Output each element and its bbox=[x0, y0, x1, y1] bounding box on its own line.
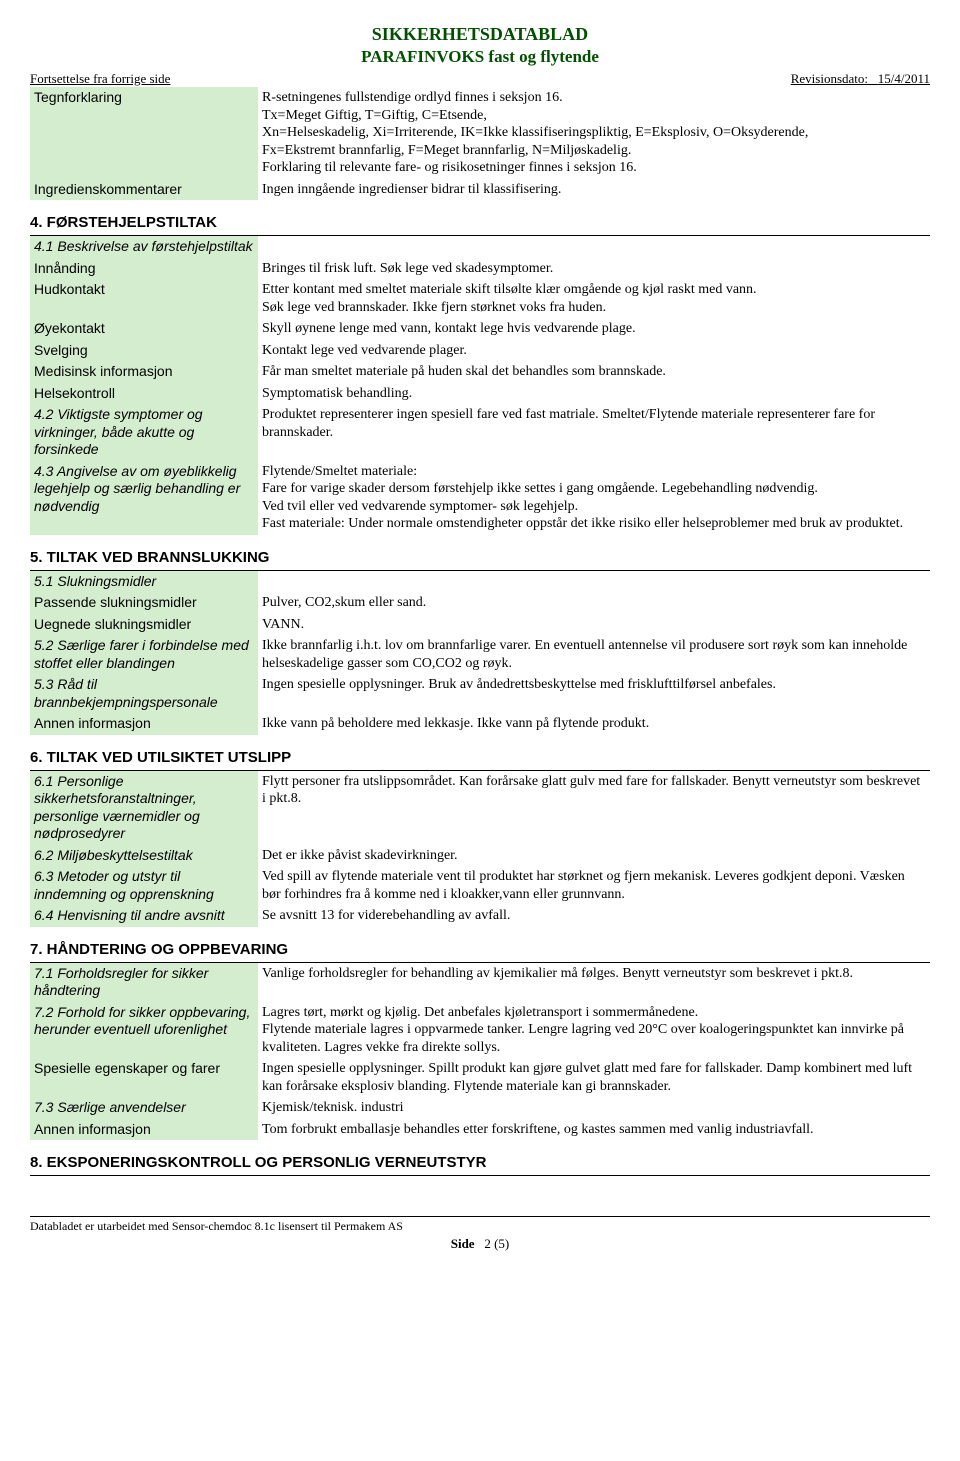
row-label: 5.2 Særlige farer i forbindelse med stof… bbox=[30, 635, 258, 674]
section-7-rows: 7.1 Forholdsregler for sikker håndtering… bbox=[30, 963, 930, 1141]
row-label: 6.2 Miljøbeskyttelsestiltak bbox=[30, 845, 258, 867]
section-6-heading: 6. TILTAK VED UTILSIKTET UTSLIPP bbox=[30, 749, 930, 766]
row-value: Ingen inngående ingredienser bidrar til … bbox=[258, 179, 930, 201]
row-value bbox=[258, 571, 930, 593]
header-line: Fortsettelse fra forrige side Revisionsd… bbox=[30, 71, 930, 87]
row-label: Innånding bbox=[30, 258, 258, 280]
row-label: 7.2 Forhold for sikker oppbevaring, heru… bbox=[30, 1002, 258, 1059]
row-label: Passende slukningsmidler bbox=[30, 592, 258, 614]
doc-title-1: SIKKERHETSDATABLAD bbox=[30, 24, 930, 45]
row-label: 4.2 Viktigste symptomer og virkninger, b… bbox=[30, 404, 258, 461]
section-4-heading: 4. FØRSTEHJELPSTILTAK bbox=[30, 214, 930, 231]
row-label: Spesielle egenskaper og farer bbox=[30, 1058, 258, 1097]
revision-label: Revisionsdato: bbox=[791, 71, 868, 86]
row-value: Får man smeltet materiale på huden skal … bbox=[258, 361, 930, 383]
row-value: Ingen spesielle opplysninger. Bruk av ån… bbox=[258, 674, 930, 713]
row-label: 4.1 Beskrivelse av førstehjelpstiltak bbox=[30, 236, 258, 258]
section-5-rows: 5.1 SlukningsmidlerPassende slukningsmid… bbox=[30, 571, 930, 735]
row-value: Bringes til frisk luft. Søk lege ved ska… bbox=[258, 258, 930, 280]
row-label: Medisinsk informasjon bbox=[30, 361, 258, 383]
row-label: 7.3 Særlige anvendelser bbox=[30, 1097, 258, 1119]
top-rows: TegnforklaringR-setningenes fullstendige… bbox=[30, 87, 930, 200]
section-5-heading: 5. TILTAK VED BRANNSLUKKING bbox=[30, 549, 930, 566]
row-label: Annen informasjon bbox=[30, 1119, 258, 1141]
row-value: Ikke brannfarlig i.h.t. lov om brannfarl… bbox=[258, 635, 930, 674]
row-value: Vanlige forholdsregler for behandling av… bbox=[258, 963, 930, 1002]
row-value: Se avsnitt 13 for viderebehandling av av… bbox=[258, 905, 930, 927]
row-value: Ingen spesielle opplysninger. Spillt pro… bbox=[258, 1058, 930, 1097]
section-7-heading: 7. HÅNDTERING OG OPPBEVARING bbox=[30, 941, 930, 958]
row-value: Flytt personer fra utslippsområdet. Kan … bbox=[258, 771, 930, 845]
page-number: 2 (5) bbox=[484, 1236, 509, 1251]
row-value: Ved spill av flytende materiale vent til… bbox=[258, 866, 930, 905]
row-value: VANN. bbox=[258, 614, 930, 636]
row-label: Hudkontakt bbox=[30, 279, 258, 318]
row-label: 6.3 Metoder og utstyr til inndemning og … bbox=[30, 866, 258, 905]
row-value: Skyll øynene lenge med vann, kontakt leg… bbox=[258, 318, 930, 340]
section-8-heading: 8. EKSPONERINGSKONTROLL OG PERSONLIG VER… bbox=[30, 1154, 930, 1171]
row-value: Symptomatisk behandling. bbox=[258, 383, 930, 405]
page-label: Side bbox=[451, 1236, 475, 1251]
row-value: Tom forbrukt emballasje behandles etter … bbox=[258, 1119, 930, 1141]
row-label: 7.1 Forholdsregler for sikker håndtering bbox=[30, 963, 258, 1002]
row-label: 5.1 Slukningsmidler bbox=[30, 571, 258, 593]
continuation-text: Fortsettelse fra forrige side bbox=[30, 71, 170, 87]
row-value: Flytende/Smeltet materiale:Fare for vari… bbox=[258, 461, 930, 535]
row-label: Øyekontakt bbox=[30, 318, 258, 340]
row-label: 5.3 Råd til brannbekjempningspersonale bbox=[30, 674, 258, 713]
row-value: Produktet representerer ingen spesiell f… bbox=[258, 404, 930, 461]
doc-title-2: PARAFINVOKS fast og flytende bbox=[30, 47, 930, 67]
revision-date: 15/4/2011 bbox=[878, 71, 930, 86]
row-label: Svelging bbox=[30, 340, 258, 362]
row-label: Annen informasjon bbox=[30, 713, 258, 735]
row-value: Det er ikke påvist skadevirkninger. bbox=[258, 845, 930, 867]
row-label: Ingredienskommentarer bbox=[30, 179, 258, 201]
row-label: 6.4 Henvisning til andre avsnitt bbox=[30, 905, 258, 927]
section-6-rows: 6.1 Personlige sikkerhetsforanstaltninge… bbox=[30, 771, 930, 927]
row-value: R-setningenes fullstendige ordlyd finnes… bbox=[258, 87, 930, 179]
row-label: 4.3 Angivelse av om øyeblikkelig legehje… bbox=[30, 461, 258, 535]
row-label: Helsekontroll bbox=[30, 383, 258, 405]
row-value: Kjemisk/teknisk. industri bbox=[258, 1097, 930, 1119]
row-value: Pulver, CO2,skum eller sand. bbox=[258, 592, 930, 614]
row-label: Tegnforklaring bbox=[30, 87, 258, 179]
row-value: Lagres tørt, mørkt og kjølig. Det anbefa… bbox=[258, 1002, 930, 1059]
section-4-rows: 4.1 Beskrivelse av førstehjelpstiltakInn… bbox=[30, 236, 930, 535]
row-label: 6.1 Personlige sikkerhetsforanstaltninge… bbox=[30, 771, 258, 845]
row-value: Ikke vann på beholdere med lekkasje. Ikk… bbox=[258, 713, 930, 735]
row-value: Kontakt lege ved vedvarende plager. bbox=[258, 340, 930, 362]
footer-credit: Databladet er utarbeidet med Sensor-chem… bbox=[30, 1219, 930, 1234]
row-label: Uegnede slukningsmidler bbox=[30, 614, 258, 636]
row-value bbox=[258, 236, 930, 258]
row-value: Etter kontant med smeltet materiale skif… bbox=[258, 279, 930, 318]
